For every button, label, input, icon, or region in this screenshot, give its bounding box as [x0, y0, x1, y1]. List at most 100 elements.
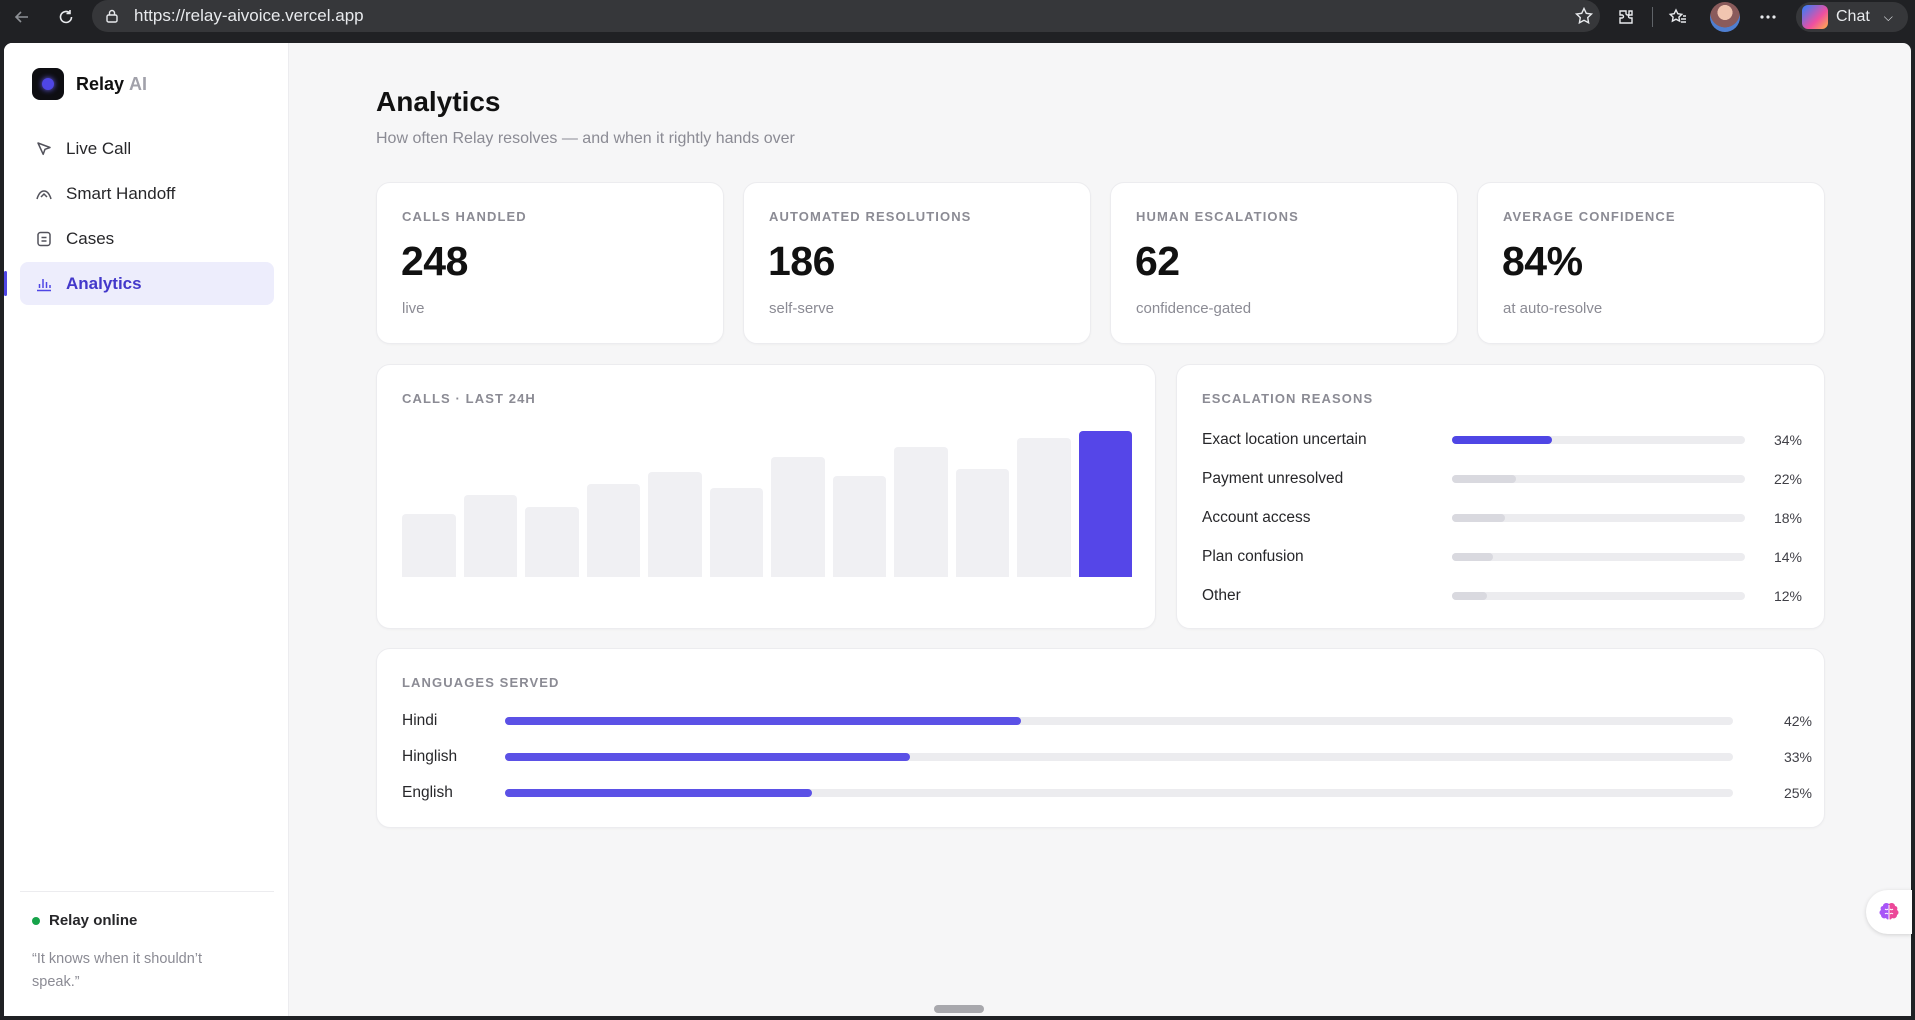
chart-bar	[648, 472, 702, 577]
reason-progress-track	[1452, 436, 1745, 444]
status-text: Relay online	[49, 912, 138, 929]
chart-bar	[1078, 431, 1132, 577]
browser-toolbar: https://relay-aivoice.vercel.app Chat ⌵	[0, 0, 1915, 34]
brain-icon	[1879, 902, 1899, 920]
status-indicator: Relay online	[32, 912, 137, 929]
handoff-icon	[34, 184, 54, 204]
assistant-brain-button[interactable]	[1866, 890, 1912, 934]
reason-progress-track	[1452, 592, 1745, 600]
reason-progress-track	[1452, 475, 1745, 483]
tagline-quote: “It knows when it shouldn’t speak.”	[32, 951, 203, 990]
page-title: Analytics	[376, 86, 501, 117]
reason-label: Other	[1202, 587, 1241, 604]
chart-bar	[525, 507, 579, 577]
sidebar-nav: Live Call Smart Handoff Cases Analytics	[4, 127, 274, 307]
reload-icon[interactable]	[54, 5, 78, 29]
back-arrow-icon[interactable]	[10, 5, 34, 29]
language-progress-fill	[505, 717, 1021, 725]
calls-bar-chart	[402, 431, 1132, 577]
stat-value: 62	[1135, 238, 1180, 284]
extensions-icon[interactable]	[1614, 5, 1638, 29]
reason-percent: 14%	[1773, 549, 1802, 565]
more-options-icon[interactable]	[1756, 5, 1780, 29]
sidebar: Relay AI Live Call Smart Handoff Case	[4, 43, 289, 1016]
cursor-icon	[34, 139, 54, 159]
reason-progress-track	[1452, 514, 1745, 522]
reason-progress-fill	[1452, 436, 1552, 444]
language-label: English	[402, 784, 453, 801]
reason-progress-fill	[1452, 592, 1488, 600]
escalation-reason-row: Plan confusion 14%	[1202, 547, 1802, 567]
reason-label: Exact location uncertain	[1202, 431, 1367, 448]
sidebar-item-label: Smart Handoff	[66, 183, 176, 203]
reason-percent: 22%	[1773, 471, 1802, 487]
online-dot-icon	[32, 916, 40, 925]
escalation-reason-row: Exact location uncertain 34%	[1202, 430, 1802, 450]
language-row: Hinglish 33%	[402, 747, 1812, 767]
chart-bar	[771, 457, 825, 577]
language-percent: 33%	[1783, 749, 1812, 765]
reason-label: Plan confusion	[1202, 548, 1304, 565]
language-label: Hindi	[402, 712, 438, 729]
chart-bar	[402, 514, 456, 577]
copilot-chat-button[interactable]: Chat ⌵	[1796, 2, 1908, 32]
chart-bar	[894, 447, 948, 577]
stat-value: 84%	[1502, 238, 1583, 284]
page-subtitle: How often Relay resolves — and when it r…	[376, 130, 795, 147]
reason-label: Account access	[1202, 509, 1311, 526]
stat-card-human-escalations: HUMAN ESCALATIONS 62 confidence-gated	[1110, 182, 1458, 344]
sidebar-item-cases[interactable]: Cases	[20, 217, 274, 260]
sidebar-item-live-call[interactable]: Live Call	[20, 127, 274, 170]
sidebar-item-label: Live Call	[66, 138, 132, 158]
stat-note: live	[402, 300, 425, 317]
stat-label: CALLS HANDLED	[402, 209, 527, 224]
languages-card: LANGUAGES SERVED Hindi 42% Hinglish 33% Engl…	[376, 648, 1825, 828]
reason-progress-track	[1452, 553, 1745, 561]
stat-card-calls-handled: CALLS HANDLED 248 live	[376, 182, 724, 344]
escalation-reason-row: Account access 18%	[1202, 508, 1802, 528]
language-progress-track	[505, 753, 1733, 761]
address-bar[interactable]: https://relay-aivoice.vercel.app	[92, 0, 1600, 32]
chart-bar	[709, 488, 763, 577]
url-text[interactable]: https://relay-aivoice.vercel.app	[134, 6, 364, 25]
stat-label: AVERAGE CONFIDENCE	[1503, 209, 1676, 224]
chevron-down-icon: ⌵	[1883, 9, 1893, 24]
sidebar-item-smart-handoff[interactable]: Smart Handoff	[20, 172, 274, 215]
profile-avatar[interactable]	[1710, 2, 1740, 32]
reason-progress-fill	[1452, 514, 1505, 522]
language-label: Hinglish	[402, 748, 458, 765]
sidebar-item-analytics[interactable]: Analytics	[4, 262, 274, 305]
language-row: Hindi 42%	[402, 711, 1812, 731]
chat-label: Chat	[1836, 8, 1870, 25]
languages-title: LANGUAGES SERVED	[402, 675, 560, 690]
calls-chart-card: CALLS · LAST 24H	[376, 364, 1156, 629]
stat-label: AUTOMATED RESOLUTIONS	[769, 209, 972, 224]
stat-card-automated-resolutions: AUTOMATED RESOLUTIONS 186 self-serve	[743, 182, 1091, 344]
sidebar-item-label: Analytics	[66, 273, 142, 293]
escalation-reason-row: Other 12%	[1202, 586, 1802, 606]
chart-bar	[832, 476, 886, 577]
language-row: English 25%	[402, 783, 1812, 803]
app-window: Relay AI Live Call Smart Handoff Case	[4, 43, 1911, 1016]
calls-chart-title: CALLS · LAST 24H	[402, 391, 536, 406]
bar-chart-icon	[34, 274, 54, 294]
stat-label: HUMAN ESCALATIONS	[1136, 209, 1299, 224]
brand[interactable]: Relay AI	[32, 68, 147, 100]
stat-note: confidence-gated	[1136, 300, 1252, 317]
chart-bar	[1017, 438, 1071, 577]
cases-icon	[34, 229, 54, 249]
brand-name: Relay	[76, 73, 125, 94]
reason-progress-fill	[1452, 553, 1494, 561]
language-progress-fill	[505, 753, 911, 761]
sidebar-footer: Relay online “It knows when it shouldn’t…	[20, 891, 274, 1016]
scroll-handle[interactable]	[934, 1005, 984, 1013]
favorites-icon[interactable]	[1666, 5, 1690, 29]
stat-note: at auto-resolve	[1503, 300, 1603, 317]
bookmark-star-icon[interactable]	[1574, 6, 1594, 26]
language-percent: 42%	[1783, 713, 1812, 729]
stat-value: 186	[768, 238, 835, 284]
site-info-icon[interactable]	[104, 8, 120, 24]
reason-progress-fill	[1452, 475, 1517, 483]
chart-bar	[463, 495, 517, 577]
reason-label: Payment unresolved	[1202, 470, 1344, 487]
